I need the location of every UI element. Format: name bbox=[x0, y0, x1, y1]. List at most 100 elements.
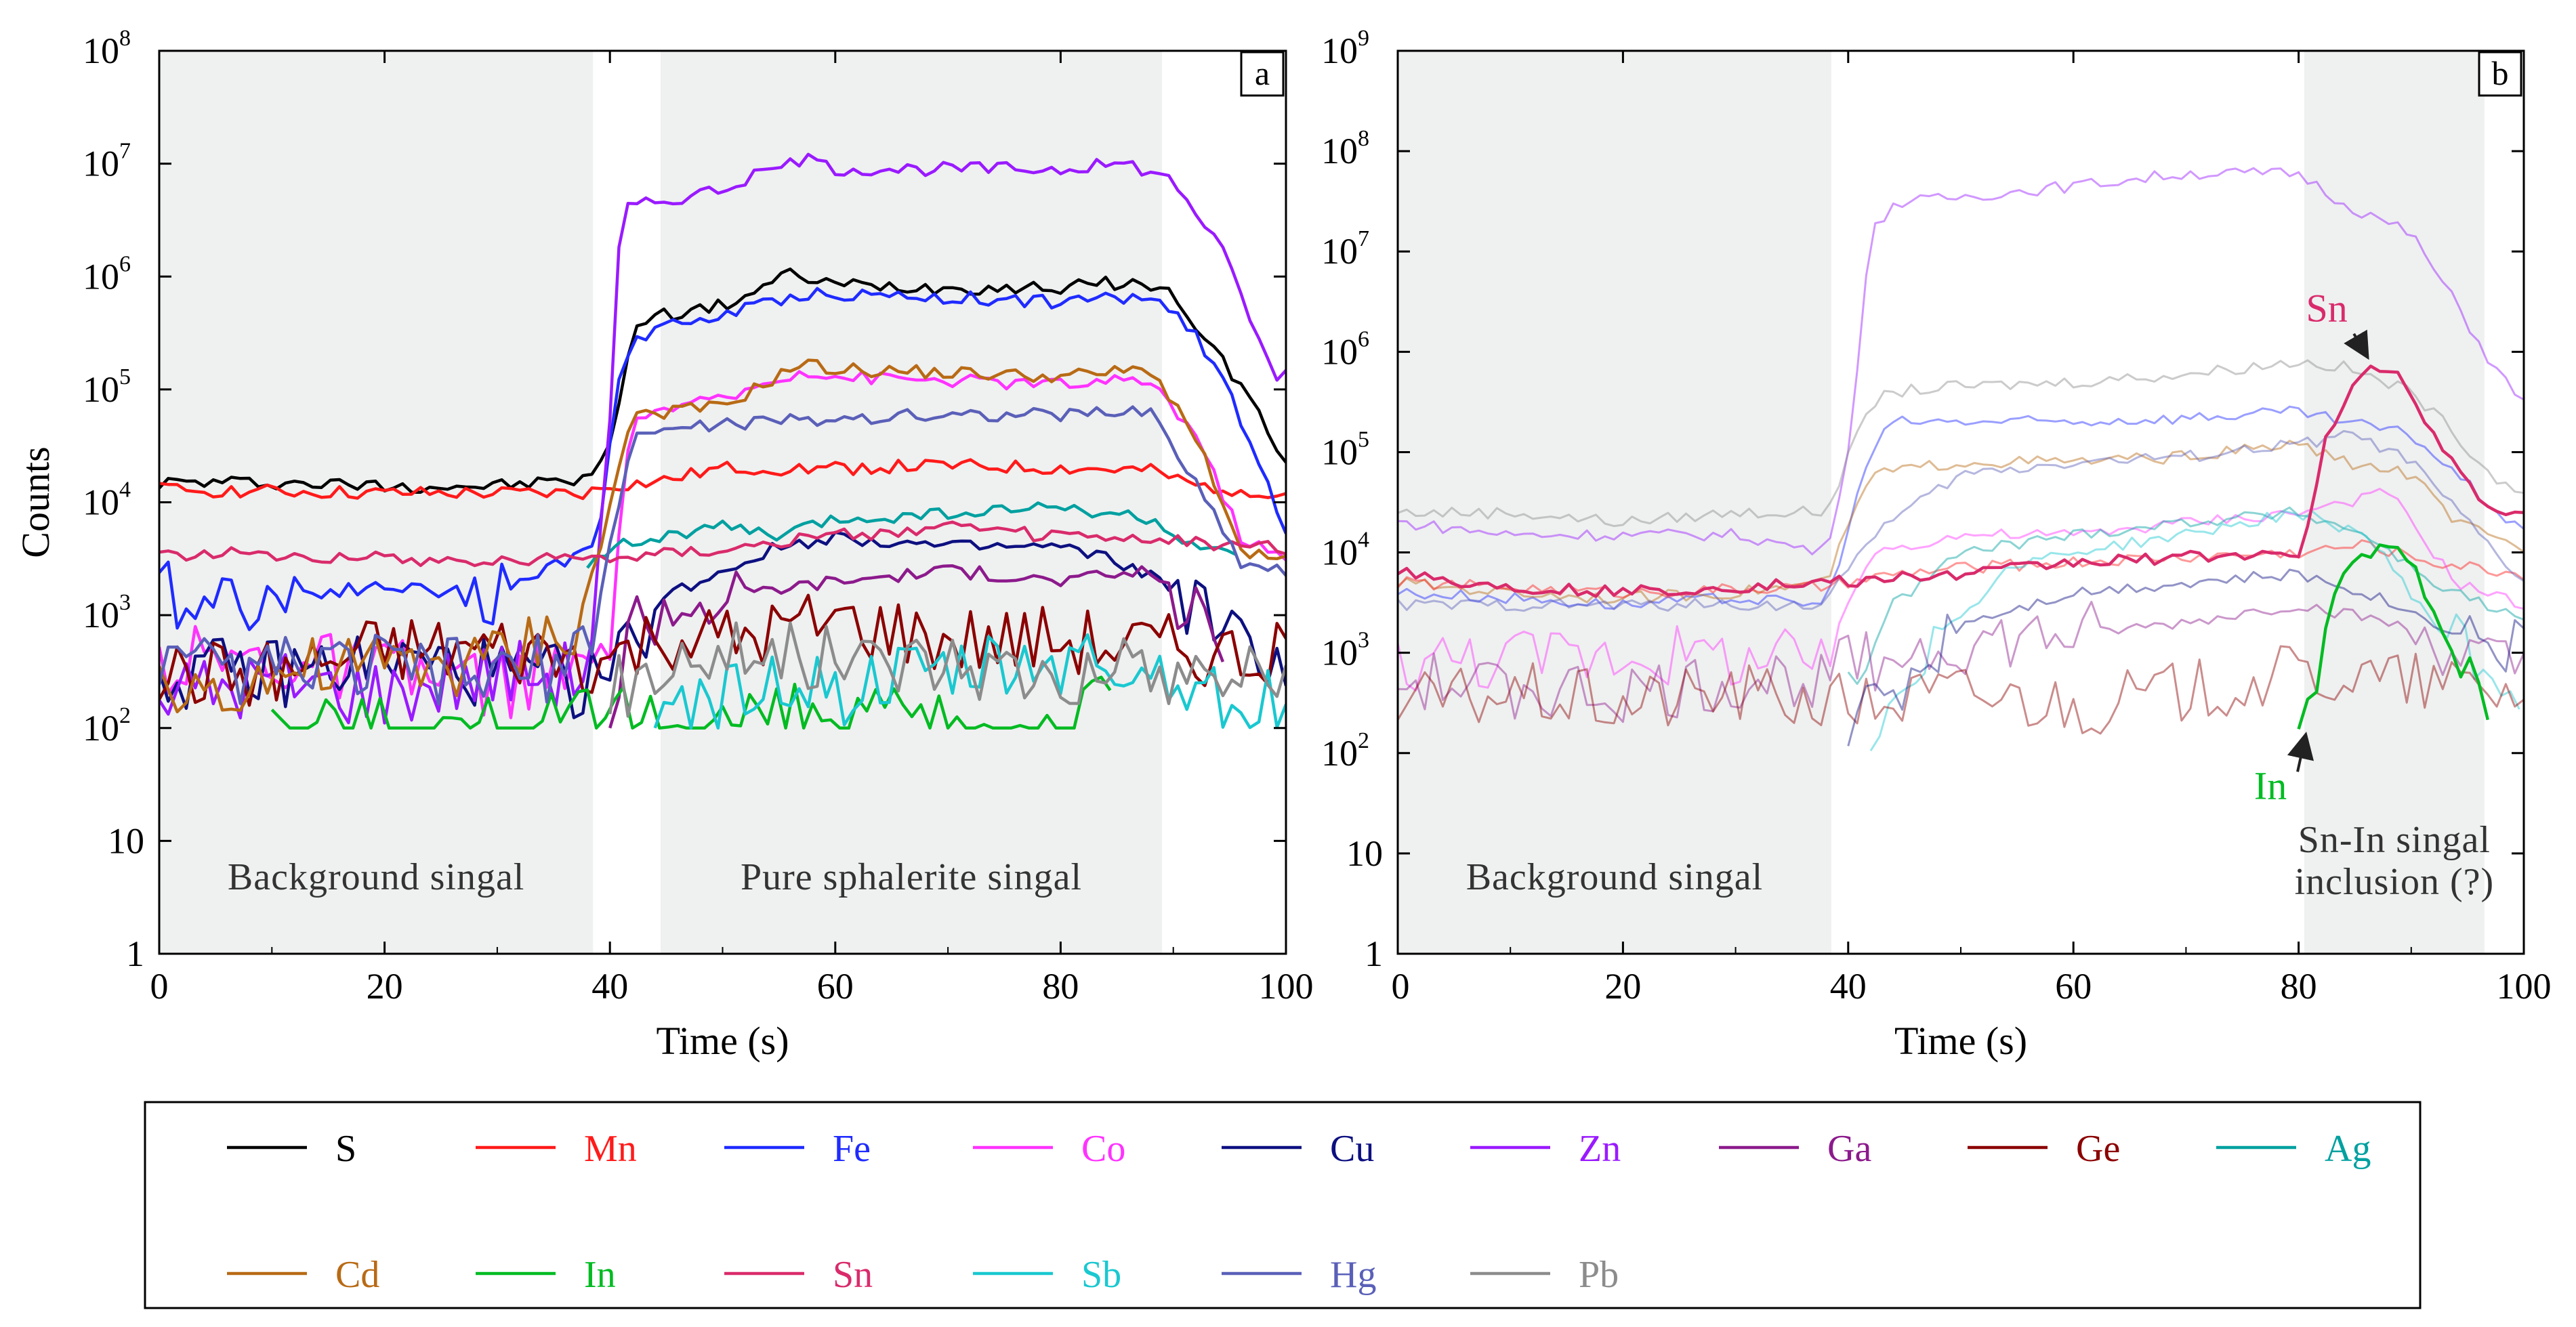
y-tick-label: 102 bbox=[1321, 728, 1369, 774]
legend-label-ga: Ga bbox=[1827, 1128, 1871, 1170]
region-label: Pure sphalerite singal bbox=[741, 856, 1082, 898]
y-tick-label: 1 bbox=[1365, 933, 1383, 974]
y-tick-label: 107 bbox=[83, 139, 131, 184]
y-tick-exponent: 9 bbox=[1358, 26, 1369, 51]
legend-label-cd: Cd bbox=[335, 1254, 379, 1296]
y-tick-label: 102 bbox=[83, 703, 131, 749]
y-tick-exponent: 5 bbox=[1358, 427, 1369, 452]
shaded-region bbox=[1398, 51, 1831, 954]
legend-label-ge: Ge bbox=[2076, 1128, 2120, 1170]
series-sn-line bbox=[159, 520, 1286, 568]
panel-letter: a bbox=[1255, 54, 1270, 92]
shaded-region bbox=[2304, 51, 2485, 954]
series-co-line bbox=[159, 370, 1286, 719]
series-mn-line bbox=[1398, 539, 2524, 599]
annotation-sn: Sn bbox=[2306, 287, 2348, 331]
y-tick-exponent: 2 bbox=[119, 703, 131, 728]
x-tick-label: 40 bbox=[591, 966, 628, 1007]
y-tick-label: 104 bbox=[83, 478, 131, 523]
series-s-line bbox=[159, 267, 1286, 494]
series-ge-line bbox=[1398, 645, 2524, 735]
y-tick-exponent: 7 bbox=[1358, 226, 1369, 251]
series-group bbox=[1398, 167, 2524, 752]
panel-a: 0 20 40 60 80 100 1 10 102 103 104 105 106 107 108 Time… bbox=[14, 26, 1314, 1063]
y-tick-exponent: 2 bbox=[1358, 728, 1369, 753]
legend-label-in: In bbox=[584, 1254, 616, 1296]
y-tick-label: 103 bbox=[1321, 628, 1369, 673]
series-mn-line bbox=[159, 458, 1286, 501]
legend-label-zn: Zn bbox=[1579, 1128, 1621, 1170]
legend-label-hg: Hg bbox=[1330, 1254, 1376, 1296]
x-tick-label: 80 bbox=[2281, 966, 2317, 1007]
region-label-line: inclusion (?) bbox=[2295, 861, 2494, 903]
y-tick-label: 109 bbox=[1321, 26, 1369, 71]
panel-letter-box bbox=[2478, 51, 2522, 97]
y-tick-label: 106 bbox=[1321, 327, 1369, 372]
y-tick-label: 103 bbox=[83, 590, 131, 635]
y-tick-label: 105 bbox=[1321, 427, 1369, 472]
y-tick-exponent: 3 bbox=[119, 590, 131, 615]
y-tick-label: 107 bbox=[1321, 226, 1369, 272]
x-tick-label: 20 bbox=[1604, 966, 1641, 1007]
region-label: Background singal bbox=[1466, 856, 1763, 898]
series-ge-line bbox=[159, 593, 1286, 707]
y-tick-exponent: 3 bbox=[1358, 628, 1369, 653]
y-tick-label: 105 bbox=[83, 364, 131, 410]
x-tick-label: 60 bbox=[2055, 966, 2092, 1007]
region-label-line: Pure sphalerite singal bbox=[741, 856, 1082, 898]
legend-label-sn: Sn bbox=[833, 1254, 873, 1296]
y-tick-exponent: 5 bbox=[119, 364, 131, 389]
region-label: Background singal bbox=[228, 856, 524, 898]
shaded-region bbox=[661, 51, 1163, 954]
y-tick-label: 106 bbox=[83, 251, 131, 297]
series-pb-line bbox=[608, 621, 1286, 718]
y-tick-exponent: 8 bbox=[119, 26, 131, 51]
region-label-line: Sn-In singal bbox=[2298, 819, 2491, 861]
legend-label-co: Co bbox=[1081, 1128, 1125, 1170]
legend-label-pb: Pb bbox=[1579, 1254, 1619, 1296]
legend: S Mn Fe Co Cu Zn Ga Ge Ag Cd In Sn Sb Hg Pb bbox=[144, 1101, 2422, 1309]
y-tick-exponent: 4 bbox=[1358, 528, 1369, 553]
series-cd-line bbox=[159, 358, 1286, 714]
legend-label-fe: Fe bbox=[833, 1128, 871, 1170]
y-tick-exponent: 6 bbox=[1358, 327, 1369, 352]
series-cu-line bbox=[1847, 568, 2524, 746]
region-label: Sn-In singal inclusion (?) bbox=[2295, 819, 2494, 903]
series-pb-line bbox=[1398, 359, 2524, 528]
y-tick-exponent: 4 bbox=[119, 478, 131, 503]
x-tick-label: 0 bbox=[150, 966, 169, 1007]
x-tick-label: 20 bbox=[367, 966, 403, 1007]
y-tick-exponent: 7 bbox=[119, 139, 131, 164]
panel-b: 0 20 40 60 80 100 1 10 102 103 104 105 106 107 108 109 T… bbox=[1321, 26, 2552, 1063]
x-tick-label: 100 bbox=[2497, 966, 2552, 1007]
legend-label-sb: Sb bbox=[1081, 1254, 1121, 1296]
x-axis-label: Time (s) bbox=[1894, 1019, 2027, 1063]
series-group bbox=[159, 152, 1286, 730]
y-tick-label: 1 bbox=[126, 933, 144, 974]
series-hg-line bbox=[1398, 429, 2524, 612]
annotation-arrow bbox=[2344, 329, 2369, 360]
series-cu-line bbox=[159, 530, 1286, 719]
legend-label-ag: Ag bbox=[2325, 1128, 2371, 1170]
series-fe-line bbox=[159, 287, 1286, 631]
series-sb-line bbox=[1869, 510, 2520, 752]
annotation-in: In bbox=[2254, 763, 2287, 807]
region-label-line: Background singal bbox=[1466, 856, 1763, 898]
x-tick-label: 60 bbox=[817, 966, 854, 1007]
legend-label-mn: Mn bbox=[584, 1128, 637, 1170]
y-tick-label: 104 bbox=[1321, 528, 1369, 573]
legend-label-s: S bbox=[335, 1128, 356, 1170]
series-zn-line bbox=[1398, 167, 2524, 555]
series-hg-line bbox=[159, 405, 1286, 706]
series-ag-line bbox=[586, 501, 1237, 569]
y-tick-label: 108 bbox=[1321, 126, 1369, 171]
x-tick-label: 0 bbox=[1392, 966, 1410, 1007]
y-axis-label: Counts bbox=[14, 446, 58, 557]
shaded-region bbox=[159, 51, 594, 954]
x-tick-label: 100 bbox=[1259, 966, 1314, 1007]
region-label-line: Background singal bbox=[228, 856, 524, 898]
x-tick-label: 40 bbox=[1830, 966, 1867, 1007]
series-in-line bbox=[2297, 543, 2489, 730]
series-zn-line bbox=[159, 152, 1286, 725]
